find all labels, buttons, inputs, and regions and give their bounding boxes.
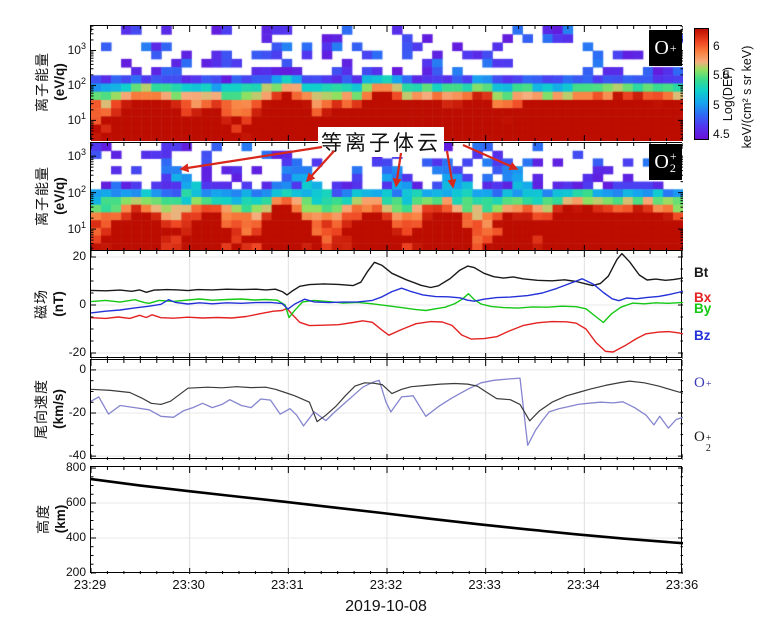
legend-bx: Bx xyxy=(694,290,712,305)
x-axis-date-label: 2019-10-08 xyxy=(345,598,427,615)
species-badge-o-plus: O + xyxy=(649,30,682,66)
xtick-label-23-30: 23:30 xyxy=(172,577,205,592)
ylabel-text: 尾向速度 xyxy=(33,379,50,439)
ytick-label: 20 xyxy=(72,249,86,263)
ylabel-text: 磁场 xyxy=(33,289,50,319)
ylabel-magnetic-field: 磁场 (nT) xyxy=(32,289,68,319)
ylabel-text: 离子能量 xyxy=(34,52,51,112)
ylabel-text: 高度 xyxy=(35,504,52,534)
colorbar-tick-label: 4.5 xyxy=(713,127,730,142)
xtick-label-23-34: 23:34 xyxy=(567,577,600,592)
legend-bt: Bt xyxy=(694,265,709,280)
species-sup: + xyxy=(669,41,677,55)
ytick-label: 103 xyxy=(67,147,86,164)
plasma-cloud-annotation: 等离子体云 xyxy=(318,127,444,157)
ytick-label: 102 xyxy=(67,183,86,200)
ylabel-unit: (nT) xyxy=(51,291,67,317)
species-badge-o2-plus: O +2 xyxy=(649,144,682,180)
ylabel-unit: (eV/q) xyxy=(52,63,68,101)
ytick-label: -40 xyxy=(68,448,86,463)
ytick-label: 0 xyxy=(79,361,86,376)
ytick-label: 200 xyxy=(65,564,86,579)
ylabel-altitude: 高度 (km) xyxy=(34,504,70,534)
panel-tailward-velocity xyxy=(90,359,683,460)
ytick-label: 800 xyxy=(65,460,86,475)
xtick-label-23-29: 23:29 xyxy=(73,577,107,592)
colorbar-tick-label: 5.5 xyxy=(713,68,730,83)
legend-bz: Bz xyxy=(694,328,711,343)
panel-magnetic-field xyxy=(90,250,683,359)
ytick-label: 103 xyxy=(67,41,86,58)
xtick-label-23-32: 23:32 xyxy=(369,577,403,592)
species-sup: + xyxy=(669,149,677,163)
ytick-label: 102 xyxy=(67,76,86,93)
legend-o-plus: O + xyxy=(694,375,712,391)
ylabel-ion-energy-2: 离子能量 (eV/q) xyxy=(33,166,69,226)
colorbar-tick-label: 5 xyxy=(713,97,720,112)
legend-o2-plus: O +2 xyxy=(694,429,712,454)
ytick-label: 101 xyxy=(67,111,86,128)
ylabel-tailward-velocity: 尾向速度 (km/s) xyxy=(32,379,68,439)
species-sub: 2 xyxy=(669,161,676,175)
ytick-label: -20 xyxy=(68,405,86,420)
ytick-label: -20 xyxy=(68,345,86,359)
colorbar-tick-label: 6 xyxy=(713,38,720,53)
xtick-label-23-33: 23:33 xyxy=(468,577,501,592)
colorbar-units: keV/(cm² s sr keV) xyxy=(740,45,754,149)
panel-spectrogram-o2-plus xyxy=(90,142,683,251)
xtick-label-23-31: 23:31 xyxy=(271,577,304,592)
ylabel-ion-energy-1: 离子能量 (eV/q) xyxy=(33,52,69,112)
ylabel-unit: (eV/q) xyxy=(52,177,68,215)
ytick-label: 0 xyxy=(79,297,86,311)
xtick-label-23-36: 23:36 xyxy=(665,577,699,592)
ion-energy-spectrogram-O+-canvas xyxy=(91,26,683,141)
species-base: O xyxy=(654,150,669,173)
ytick-label: 400 xyxy=(65,529,86,544)
ylabel-text: 离子能量 xyxy=(34,166,51,226)
ylabel-unit: (km/s) xyxy=(51,389,67,429)
colorbar xyxy=(694,28,709,140)
panel-spectrogram-o-plus xyxy=(90,25,683,141)
legend-by: By xyxy=(694,301,712,316)
species-base: O xyxy=(654,36,669,59)
ytick-label: 600 xyxy=(65,495,86,510)
ytick-label: 101 xyxy=(67,220,86,237)
panel-altitude xyxy=(90,466,683,574)
